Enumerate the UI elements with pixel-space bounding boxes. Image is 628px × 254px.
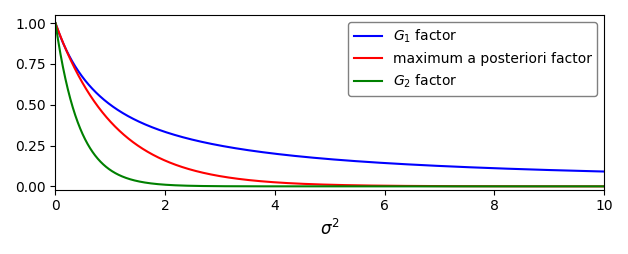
maximum a posteriori factor	[484, 185, 491, 188]
$\mathit{G}_1$ factor	[80, 77, 87, 80]
X-axis label: $\sigma^2$: $\sigma^2$	[320, 219, 340, 239]
Line: $\mathit{G}_1$ factor: $\mathit{G}_1$ factor	[55, 23, 604, 171]
$\mathit{G}_2$ factor	[600, 185, 608, 188]
Legend: $\mathit{G}_1$ factor, maximum a posteriori factor, $\mathit{G}_2$ factor: $\mathit{G}_1$ factor, maximum a posteri…	[349, 22, 597, 96]
maximum a posteriori factor	[600, 185, 608, 188]
maximum a posteriori factor	[585, 185, 592, 188]
$\mathit{G}_2$ factor	[80, 134, 87, 137]
Line: $\mathit{G}_2$ factor: $\mathit{G}_2$ factor	[55, 23, 604, 186]
maximum a posteriori factor	[51, 22, 59, 25]
$\mathit{G}_2$ factor	[318, 185, 326, 188]
$\mathit{G}_2$ factor	[585, 185, 592, 188]
$\mathit{G}_2$ factor	[51, 22, 59, 25]
Line: maximum a posteriori factor: maximum a posteriori factor	[55, 23, 604, 186]
$\mathit{G}_1$ factor	[585, 170, 592, 173]
$\mathit{G}_1$ factor	[51, 22, 59, 25]
maximum a posteriori factor	[584, 185, 592, 188]
$\mathit{G}_1$ factor	[304, 156, 311, 159]
maximum a posteriori factor	[318, 183, 326, 186]
$\mathit{G}_1$ factor	[600, 170, 608, 173]
maximum a posteriori factor	[80, 83, 87, 86]
$\mathit{G}_2$ factor	[304, 185, 311, 188]
$\mathit{G}_1$ factor	[484, 166, 491, 169]
$\mathit{G}_1$ factor	[318, 157, 326, 160]
maximum a posteriori factor	[304, 183, 311, 186]
$\mathit{G}_2$ factor	[484, 185, 491, 188]
$\mathit{G}_1$ factor	[584, 170, 592, 173]
$\mathit{G}_2$ factor	[584, 185, 592, 188]
